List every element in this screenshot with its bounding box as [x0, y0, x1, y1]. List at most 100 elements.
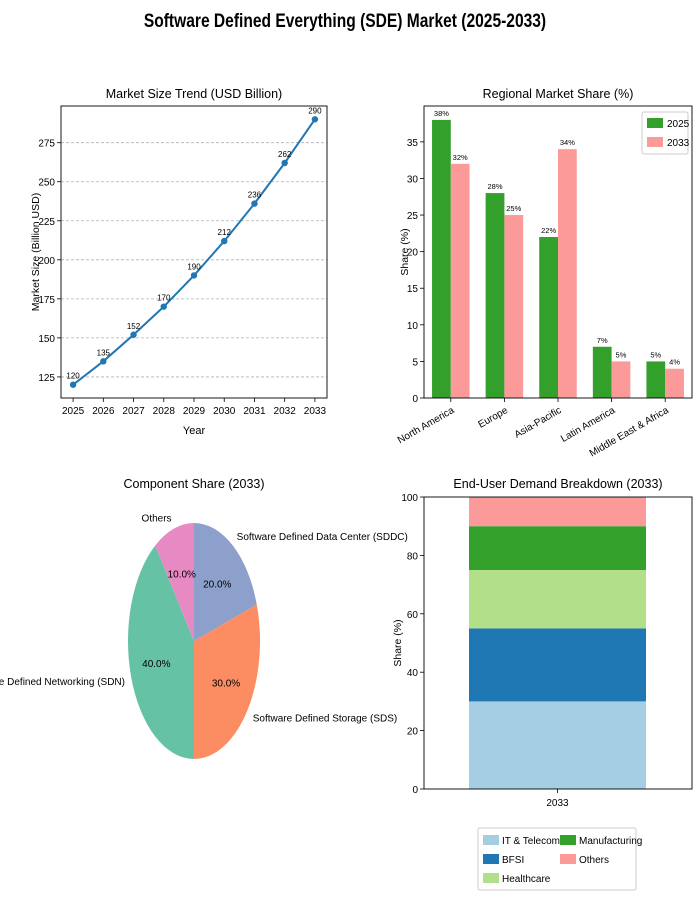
bar-label: 32%	[453, 153, 468, 162]
x-tick-label: 2026	[92, 406, 115, 417]
bar-label: 38%	[434, 109, 449, 118]
chart-title: End-User Demand Breakdown (2033)	[453, 477, 662, 491]
y-tick-label: 200	[38, 256, 55, 267]
x-tick-label: 2028	[153, 406, 176, 417]
bar-2033	[450, 163, 470, 398]
y-tick-label: 60	[407, 610, 419, 621]
bar-2025	[485, 193, 505, 398]
legend-label: Healthcare	[502, 874, 551, 885]
pie-slice	[155, 523, 194, 641]
y-tick-label: 30	[407, 174, 419, 185]
bar-label: 25%	[506, 204, 521, 213]
bar-2033	[611, 361, 631, 398]
legend-label: IT & Telecom	[502, 836, 560, 847]
data-label: 190	[187, 262, 201, 271]
y-tick-label: 100	[401, 493, 418, 504]
slice-percent: 30.0%	[212, 679, 240, 690]
legend-swatch	[647, 118, 663, 128]
legend-label: BFSI	[502, 855, 524, 866]
y-tick-label: 15	[407, 284, 419, 295]
legend-label: Others	[579, 855, 609, 866]
y-tick-label: 150	[38, 334, 55, 345]
y-tick-label: 125	[38, 373, 55, 384]
y-tick-label: 10	[407, 321, 419, 332]
chart-title: Component Share (2033)	[123, 477, 264, 491]
bar-2025	[539, 236, 558, 398]
stack-segment	[469, 628, 646, 702]
data-label: 152	[127, 322, 141, 331]
stack-segment	[469, 526, 646, 570]
end-user-stacked-bar-chart: End-User Demand Breakdown (2033) 0 20 40 60 8…	[392, 477, 693, 891]
data-point	[281, 159, 288, 167]
stack-segment	[469, 701, 646, 789]
y-tick-label: 25	[407, 211, 419, 222]
pie-slice	[128, 545, 194, 759]
y-tick-label: 0	[412, 785, 418, 796]
y-tick-label: 225	[38, 217, 55, 228]
data-point	[100, 358, 107, 365]
slice-percent: 40.0%	[142, 659, 170, 670]
slice-percent: 10.0%	[168, 570, 196, 581]
x-axis-label: Year	[183, 425, 206, 437]
data-label: 135	[97, 348, 111, 357]
bar-label: 4%	[669, 358, 680, 367]
y-tick-label: 250	[38, 178, 55, 189]
legend-swatch	[483, 835, 499, 845]
pie-slice	[194, 604, 260, 759]
y-tick-label: 20	[407, 727, 419, 738]
plot-frame	[423, 105, 693, 399]
regional-share-bar-chart: Regional Market Share (%)051015202530353…	[396, 87, 693, 459]
data-label: 212	[218, 228, 232, 237]
x-tick-label: Europe	[476, 405, 510, 431]
y-tick-label: 5	[412, 357, 418, 368]
slice-label: Software Defined Storage (SDS)	[253, 713, 398, 724]
stack-segment	[469, 497, 646, 527]
data-label: 236	[248, 191, 262, 200]
y-axis-label: Share (%)	[392, 619, 404, 666]
y-axis-label: Share (%)	[399, 228, 411, 275]
y-tick-label: 275	[38, 139, 55, 150]
data-point	[69, 381, 77, 388]
data-point	[130, 331, 137, 338]
x-tick-label: 2033	[546, 798, 569, 809]
x-tick-label: 2025	[62, 406, 85, 417]
bar-label: 5%	[650, 350, 661, 359]
slice-label: Software Defined Data Center (SDDC)	[237, 532, 408, 543]
legend-swatch	[560, 835, 576, 845]
bar-2025	[432, 119, 451, 399]
y-tick-label: 35	[407, 138, 419, 149]
chart-title: Market Size Trend (USD Billion)	[106, 87, 282, 101]
legend-swatch	[483, 873, 499, 883]
bar-label: 28%	[488, 182, 503, 191]
legend-swatch	[483, 854, 499, 864]
legend-label: 2033	[667, 138, 690, 149]
y-tick-label: 40	[407, 668, 419, 679]
data-point	[160, 303, 167, 310]
y-axis-label: Market Size (Billion USD)	[30, 193, 42, 311]
x-tick-label: 2027	[122, 406, 145, 417]
legend: 2025 2033	[641, 111, 690, 155]
legend-swatch	[560, 854, 576, 864]
stack-segment	[469, 570, 646, 629]
bar-2033	[558, 149, 577, 398]
bar-label: 22%	[541, 226, 556, 235]
component-share-pie-chart: Component Share (2033) 20.0% Software Defi…	[0, 477, 408, 759]
x-tick-label: 2031	[243, 406, 266, 417]
chart-title: Regional Market Share (%)	[483, 87, 634, 101]
x-tick-label: North America	[396, 405, 457, 446]
bar-2025	[646, 361, 666, 398]
legend: IT & Telecom BFSI Healthcare Manufacturing O…	[477, 827, 642, 891]
legend-label: Manufacturing	[579, 836, 642, 847]
bar-2033	[504, 215, 524, 398]
y-tick-label: 175	[38, 295, 55, 306]
bar-2033	[665, 368, 684, 398]
market-size-line-chart: Market Size Trend (USD Billion) 125 150 175…	[30, 87, 328, 437]
data-label: 262	[278, 150, 292, 159]
bar-label: 34%	[560, 138, 575, 147]
y-tick-label: 20	[407, 248, 419, 259]
data-point	[221, 237, 228, 245]
data-point	[190, 272, 198, 279]
pie-slice	[194, 523, 257, 641]
x-tick-label: 2029	[183, 406, 206, 417]
